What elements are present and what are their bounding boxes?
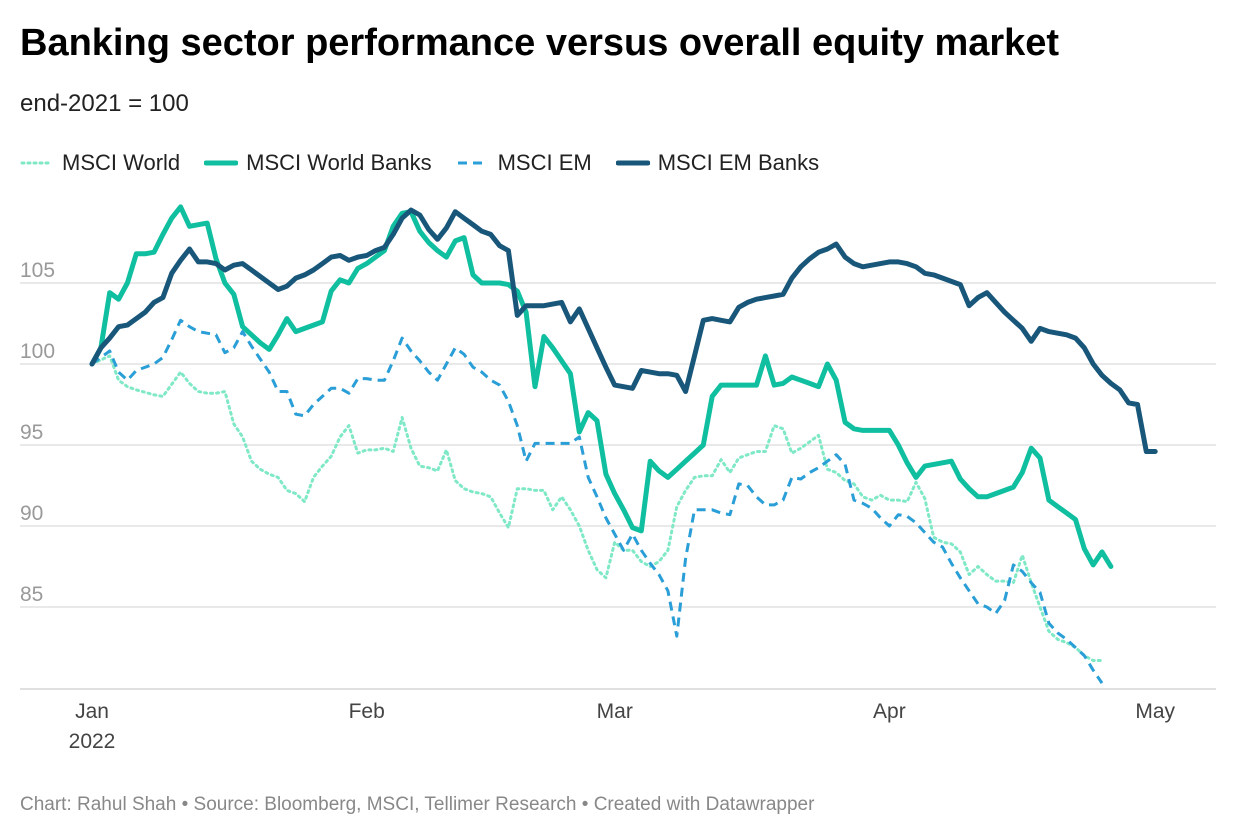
chart-subtitle: end-2021 = 100 bbox=[20, 90, 189, 117]
legend-swatch-msci-em-banks bbox=[615, 160, 650, 166]
y-tick-label-100: 100 bbox=[20, 340, 55, 363]
x-tick-label-jan: Jan bbox=[75, 700, 109, 723]
y-tick-label-85: 85 bbox=[20, 583, 43, 606]
chart-footer: Chart: Rahul Shah • Source: Bloomberg, M… bbox=[20, 794, 815, 815]
legend-label-msci-em-banks: MSCI EM Banks bbox=[657, 150, 820, 175]
x-tick-label-apr: Apr bbox=[873, 700, 906, 723]
series-line-msci-world-banks bbox=[89, 204, 1114, 569]
legend-item-msci-em-banks: MSCI EM Banks bbox=[615, 150, 820, 176]
x-tick-label-feb: Feb bbox=[349, 700, 385, 723]
legend-label-msci-world-banks: MSCI World Banks bbox=[246, 150, 432, 175]
y-axis-ticks: 85 90 95 100 105 bbox=[20, 259, 55, 606]
series-line-msci-world bbox=[90, 354, 1104, 662]
legend-label-msci-world: MSCI World bbox=[62, 150, 181, 175]
legend-item-msci-world: MSCI World bbox=[20, 150, 180, 176]
y-tick-label-95: 95 bbox=[20, 421, 43, 444]
series-line-msci-em-banks bbox=[89, 207, 1158, 454]
legend: MSCI World MSCI World Banks MSCI EM MSCI… bbox=[20, 150, 843, 176]
legend-swatch-msci-world-banks bbox=[204, 160, 239, 166]
line-chart: 85 90 95 100 105 Jan 2022 Feb Mar Apr May bbox=[20, 204, 1216, 753]
chart-title: Banking sector performance versus overal… bbox=[20, 22, 1060, 64]
legend-swatch-msci-world bbox=[20, 161, 54, 165]
legend-item-msci-em: MSCI EM bbox=[456, 150, 592, 176]
x-tick-label-mar: Mar bbox=[597, 700, 633, 723]
series-lines bbox=[89, 204, 1158, 684]
x-axis-ticks: Jan 2022 Feb Mar Apr May bbox=[69, 700, 1176, 753]
grid-lines bbox=[20, 282, 1216, 690]
series-line-msci-em bbox=[91, 318, 1104, 684]
legend-label-msci-em: MSCI EM bbox=[497, 150, 592, 175]
x-tick-label-may: May bbox=[1135, 700, 1175, 723]
legend-item-msci-world-banks: MSCI World Banks bbox=[204, 150, 432, 176]
x-tick-sublabel-2022: 2022 bbox=[69, 730, 116, 753]
legend-swatch-msci-em bbox=[457, 161, 488, 165]
y-tick-label-90: 90 bbox=[20, 502, 43, 525]
y-tick-label-105: 105 bbox=[20, 259, 55, 282]
